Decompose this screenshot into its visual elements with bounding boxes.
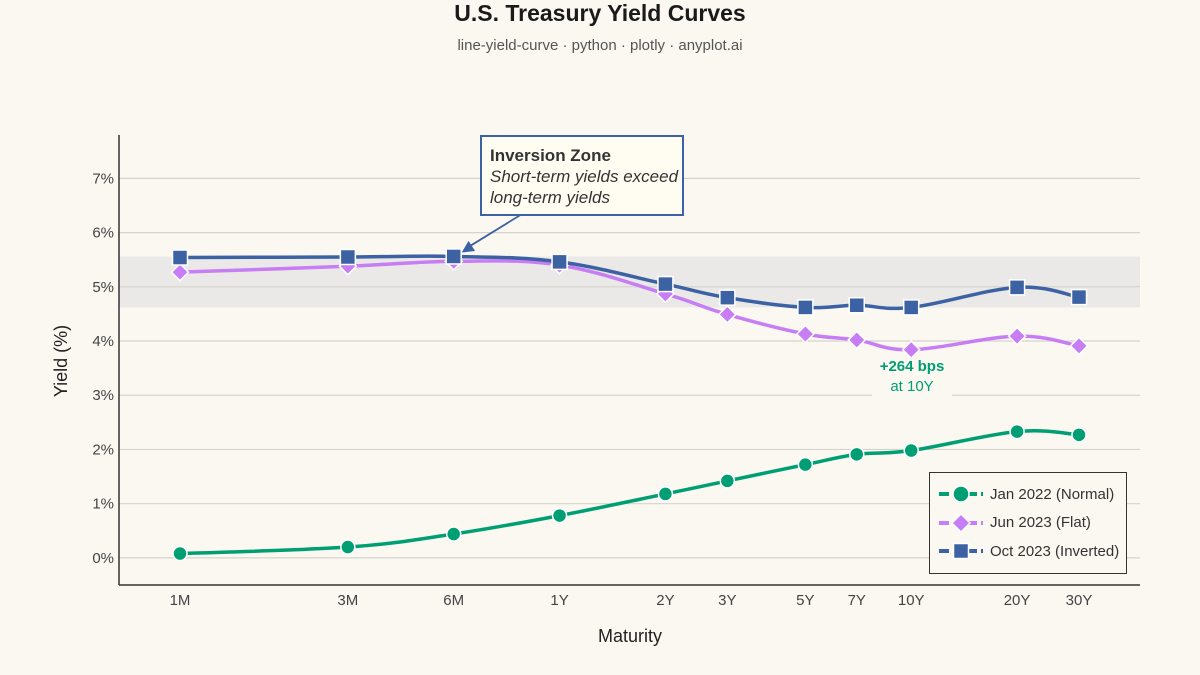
legend-item-oct-2023[interactable]: Oct 2023 (Inverted) (938, 537, 1126, 566)
annotation-arrow (467, 213, 523, 249)
annotation-arrow-layer (461, 213, 523, 253)
annotation-line-2: long-term yields (490, 188, 610, 207)
data-point-circle[interactable] (903, 442, 919, 459)
x-tick-label: 20Y (1004, 592, 1031, 609)
y-tick-label: 6% (92, 225, 114, 242)
y-axis-label: Yield (%) (51, 325, 71, 397)
data-point-circle[interactable] (551, 507, 568, 524)
data-point-circle[interactable] (1071, 427, 1087, 443)
series-circle (172, 423, 1087, 562)
data-point-square[interactable] (1008, 279, 1026, 296)
data-point-diamond[interactable] (1007, 326, 1027, 346)
legend-item-jun-2023[interactable]: Jun 2023 (Flat) (938, 509, 1126, 538)
data-point-square[interactable] (902, 299, 920, 316)
y-tick-label: 0% (92, 550, 114, 567)
x-tick-label: 6M (443, 592, 464, 609)
x-tick-label: 2Y (656, 592, 674, 609)
data-point-circle[interactable] (1009, 423, 1025, 440)
inversion-zone-annotation: Inversion Zone Short-term yields exceed … (480, 135, 684, 216)
x-axis-label: Maturity (598, 626, 662, 646)
x-tick-label: 30Y (1066, 592, 1093, 609)
data-point-circle[interactable] (657, 486, 674, 502)
series-line (178, 429, 1081, 556)
legend-item-jan-2022[interactable]: Jan 2022 (Normal) (938, 480, 1126, 509)
chart-subtitle: line-yield-curve · python · plotly · any… (457, 37, 743, 54)
data-point-circle[interactable] (848, 446, 865, 463)
series-line (178, 259, 1081, 352)
data-point-square[interactable] (797, 299, 814, 316)
data-point-circle[interactable] (719, 473, 736, 489)
x-tick-label: 1Y (550, 592, 568, 609)
legend-label: Jan 2022 (Normal) (990, 485, 1115, 503)
y-tick-label: 3% (92, 387, 114, 404)
data-point-circle[interactable] (340, 539, 356, 555)
data-point-diamond[interactable] (717, 304, 737, 325)
data-point-diamond[interactable] (847, 330, 867, 350)
spread-value: +264 bps (879, 358, 945, 375)
legend: Jan 2022 (Normal) Jun 2023 (Flat) Oct 20… (929, 472, 1127, 574)
legend-label: Jun 2023 (Flat) (990, 514, 1091, 532)
data-point-circle[interactable] (445, 526, 462, 542)
data-point-square[interactable] (339, 248, 357, 266)
x-tick-label: 1M (170, 592, 191, 609)
y-tick-label: 4% (92, 333, 114, 350)
circle-marker-icon (939, 485, 983, 503)
x-tick-label: 10Y (898, 592, 925, 609)
data-point-diamond[interactable] (1069, 336, 1089, 356)
legend-label: Oct 2023 (Inverted) (990, 542, 1120, 560)
data-point-square[interactable] (1070, 288, 1088, 306)
data-point-circle[interactable] (797, 456, 814, 473)
data-point-diamond[interactable] (901, 340, 921, 360)
series-layer (170, 248, 1089, 562)
x-tick-label: 3M (337, 592, 358, 609)
diamond-marker-icon (939, 512, 983, 533)
data-point-diamond[interactable] (170, 262, 190, 282)
data-point-diamond[interactable] (795, 324, 815, 344)
spread-annotation: +264 bps at 10Y (872, 357, 952, 402)
series-square (171, 248, 1088, 316)
axes (118, 135, 1140, 586)
y-tick-label: 2% (92, 441, 114, 458)
data-point-square[interactable] (657, 275, 674, 293)
data-point-square[interactable] (719, 289, 736, 306)
data-point-square[interactable] (445, 248, 462, 265)
tick-labels: 0% 1% 2% 3% 4% 5% 6% 7% 1M 3M 6M 1Y 2Y 3Y 5Y 7Y 10Y 20Y 30… (92, 170, 1092, 609)
chart-title: U.S. Treasury Yield Curves (454, 0, 746, 26)
x-tick-label: 5Y (796, 592, 814, 609)
spread-label: at 10Y (890, 378, 934, 395)
data-point-square[interactable] (551, 253, 568, 271)
data-point-square[interactable] (848, 296, 865, 314)
y-tick-label: 1% (92, 496, 114, 513)
series-line (178, 254, 1081, 311)
square-marker-icon (939, 543, 983, 560)
x-tick-label: 7Y (848, 592, 866, 609)
x-tick-label: 3Y (718, 592, 736, 609)
data-point-square[interactable] (171, 249, 189, 266)
annotation-title: Inversion Zone (490, 146, 611, 165)
arrow-head-icon (461, 240, 476, 253)
y-tick-label: 7% (92, 170, 114, 187)
y-tick-label: 5% (92, 279, 114, 296)
data-point-circle[interactable] (172, 545, 188, 562)
annotation-line-1: Short-term yields exceed (490, 167, 679, 186)
